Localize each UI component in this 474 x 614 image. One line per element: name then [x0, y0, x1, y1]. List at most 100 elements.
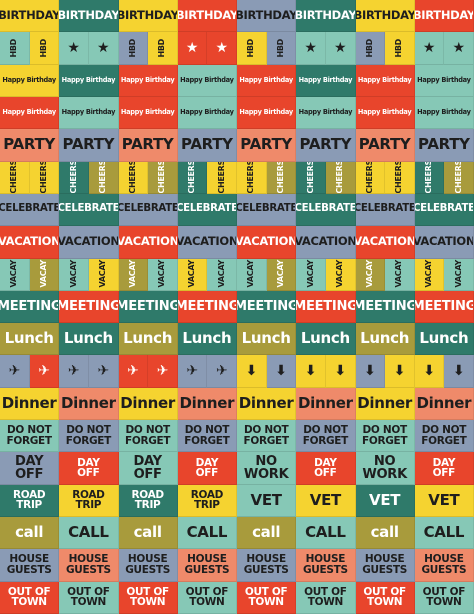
sticker: CHEERS	[148, 161, 178, 194]
sticker: HOUSE GUESTS	[177, 549, 237, 582]
sticker-text: CHEERS	[38, 161, 48, 194]
sticker: VACAY	[296, 258, 326, 291]
sticker-text: ★	[452, 39, 466, 56]
sticker: BIRTHDAY	[177, 0, 237, 33]
sticker: ★	[444, 32, 474, 65]
sticker-row: ✈ ✈ ✈ ✈ ✈ ✈ ✈ ✈ ⬇ ⬇ ⬇ ⬇ ⬇ ⬇ ⬇ ⬇	[0, 355, 474, 388]
sticker-text: ✈	[97, 363, 109, 380]
sticker-text: HBD	[157, 38, 167, 58]
sticker-text: Happy Birthday	[61, 75, 116, 84]
sticker: Dinner	[118, 387, 178, 421]
sticker-text: VACAY	[157, 260, 167, 288]
sticker-text: CALL	[68, 523, 109, 542]
sticker: OUT OF TOWN	[59, 581, 119, 614]
sticker-row: HBD HBD ★ ★ HBD HBD ★ ★ HBD HBD ★ ★ HBD HBD ★ ★	[0, 32, 474, 65]
sticker: Dinner	[355, 387, 415, 421]
sticker: DO NOT FORGET	[177, 420, 237, 453]
sticker-text: VACATION	[0, 234, 60, 249]
sticker-text: Dinner	[238, 393, 294, 412]
sticker: Dinner	[296, 387, 356, 421]
sticker: VET	[355, 484, 415, 517]
sticker-row: DAY OFF DAY OFF DAY OFF DAY OFF NO WORK DAY O…	[0, 452, 474, 485]
sticker-text: VACAY	[38, 260, 48, 288]
sticker-row: VACAY VACAY VACAY VACAY VACAY VACAY VACAY VACAY…	[0, 258, 474, 291]
sticker: CHEERS	[444, 161, 474, 194]
sticker-text: ★	[304, 39, 317, 56]
sticker: CALL	[59, 517, 119, 550]
sticker-text: BIRTHDAY	[355, 7, 415, 22]
sticker: VACATION	[0, 226, 60, 259]
sticker-text: VET	[309, 490, 341, 509]
sticker-text: CALL	[423, 523, 465, 542]
sticker: Happy Birthday	[118, 96, 178, 130]
sticker: VACAY	[88, 258, 119, 291]
sticker: VACATION	[237, 226, 297, 259]
sticker: CHEERS	[237, 161, 267, 194]
sticker-text: PARTY	[358, 135, 411, 154]
sticker: VACAY	[266, 258, 297, 291]
sticker: MEETING	[177, 290, 237, 324]
sticker: DO NOT FORGET	[237, 420, 297, 453]
sticker: ✈	[148, 355, 178, 388]
sticker: ★	[177, 32, 208, 65]
sticker: call	[0, 517, 60, 550]
sticker: CHEERS	[355, 161, 386, 194]
sticker-text: PARTY	[62, 135, 115, 154]
sticker: CHEERS	[207, 161, 237, 194]
sticker-text: Lunch	[4, 329, 54, 348]
sticker: NO WORK	[237, 452, 297, 485]
sticker: DAY OFF	[0, 452, 60, 485]
sticker-text: VACATION	[59, 234, 119, 249]
sticker: DAY OFF	[414, 452, 474, 485]
sticker-text: HBD	[127, 38, 137, 58]
sticker: VET	[414, 484, 474, 517]
sticker-text: HOUSE GUESTS	[362, 553, 408, 576]
sticker: HBD	[355, 32, 386, 65]
sticker-text: PARTY	[3, 135, 55, 154]
sticker-row: ROAD TRIP ROAD TRIP ROAD TRIP ROAD TRIP VET V…	[0, 484, 474, 517]
sticker: CHEERS	[0, 161, 30, 194]
sticker-text: NO WORK	[243, 453, 289, 483]
sticker: MEETING	[59, 290, 119, 324]
sticker-text: Lunch	[419, 329, 469, 348]
sticker-text: DAY OFF	[77, 456, 100, 480]
sticker: PARTY	[177, 129, 237, 162]
sticker: CHEERS	[325, 161, 356, 194]
sticker: VACATION	[414, 226, 474, 259]
sticker: DO NOT FORGET	[355, 420, 415, 453]
sticker: OUT OF TOWN	[296, 581, 356, 614]
sticker: ⬇	[237, 355, 267, 388]
sticker-text: BIRTHDAY	[0, 7, 60, 22]
sticker: CELEBRATE	[177, 193, 237, 227]
sticker-text: ⬇	[452, 363, 465, 380]
sticker: ★	[414, 32, 445, 65]
sticker: Lunch	[59, 323, 119, 356]
sticker-text: call	[15, 523, 44, 542]
sticker-text: BIRTHDAY	[118, 7, 178, 22]
sticker-text: BIRTHDAY	[237, 7, 297, 22]
sticker-row: call CALL call CALL call CALL call CALL	[0, 517, 474, 550]
sticker: Lunch	[296, 323, 356, 356]
sticker: OUT OF TOWN	[414, 581, 474, 614]
sticker-row: CELEBRATE CELEBRATE CELEBRATE CELEBRATE CELE…	[0, 193, 474, 227]
sticker-text: VACAY	[246, 260, 256, 288]
sticker: CELEBRATE	[414, 193, 474, 227]
sticker-text: ROAD TRIP	[190, 488, 224, 512]
sticker-text: CHEERS	[364, 161, 374, 194]
sticker: MEETING	[355, 290, 415, 324]
sticker-text: MEETING	[355, 298, 415, 314]
sticker: Dinner	[0, 387, 60, 421]
sticker-text: Dinner	[357, 393, 412, 412]
sticker-text: VACATION	[118, 234, 178, 249]
sticker: HOUSE GUESTS	[237, 549, 297, 582]
sticker: ★	[325, 32, 356, 65]
sticker: Happy Birthday	[414, 96, 474, 130]
sticker: Happy Birthday	[296, 64, 356, 97]
sticker: Happy Birthday	[414, 64, 474, 97]
sticker: Happy Birthday	[237, 64, 297, 97]
sticker: BIRTHDAY	[237, 0, 297, 33]
sticker-row: Lunch Lunch Lunch Lunch Lunch Lunch Lunch Lunch	[0, 323, 474, 356]
sticker: VET	[237, 484, 297, 517]
sticker-text: VACAY	[127, 260, 137, 288]
sticker: ✈	[59, 355, 89, 388]
